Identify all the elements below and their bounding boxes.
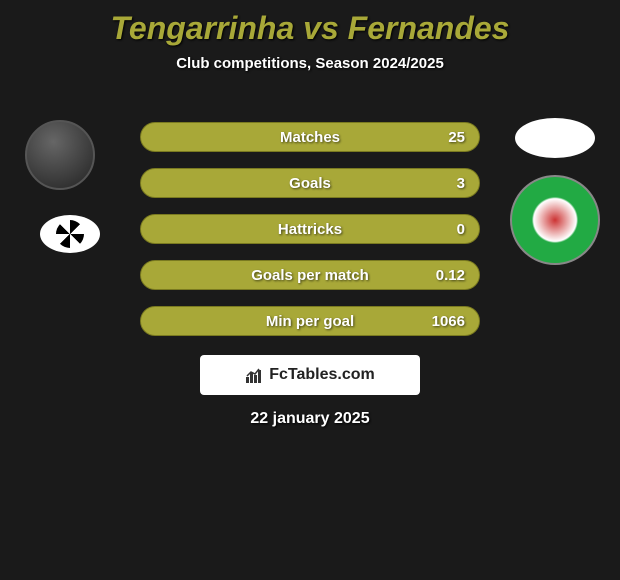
- stat-label: Goals per match: [251, 267, 369, 284]
- stats-bars: Matches 25 Goals 3 Hattricks 0 Goals per…: [140, 122, 480, 352]
- stat-value-right: 25: [448, 129, 465, 146]
- date-label: 22 january 2025: [0, 410, 620, 428]
- stat-bar: Min per goal 1066: [140, 306, 480, 336]
- page-title: Tengarrinha vs Fernandes: [0, 0, 620, 47]
- stat-label: Matches: [280, 129, 340, 146]
- stat-value-right: 0.12: [436, 267, 465, 284]
- stat-bar: Hattricks 0: [140, 214, 480, 244]
- stat-bar: Goals per match 0.12: [140, 260, 480, 290]
- chart-icon: [245, 366, 263, 384]
- subtitle: Club competitions, Season 2024/2025: [0, 55, 620, 72]
- stat-value-right: 1066: [432, 313, 465, 330]
- stat-bar: Goals 3: [140, 168, 480, 198]
- player-left-crest: [40, 215, 100, 253]
- branding-text: FcTables.com: [269, 366, 375, 384]
- player-left-avatar: [25, 120, 95, 190]
- stat-label: Hattricks: [278, 221, 342, 238]
- branding-badge: FcTables.com: [200, 355, 420, 395]
- player-right-avatar: [515, 118, 595, 158]
- stat-value-right: 0: [457, 221, 465, 238]
- stat-bar: Matches 25: [140, 122, 480, 152]
- stat-label: Min per goal: [266, 313, 354, 330]
- player-right-crest: [510, 175, 600, 265]
- stat-label: Goals: [289, 175, 331, 192]
- stat-value-right: 3: [457, 175, 465, 192]
